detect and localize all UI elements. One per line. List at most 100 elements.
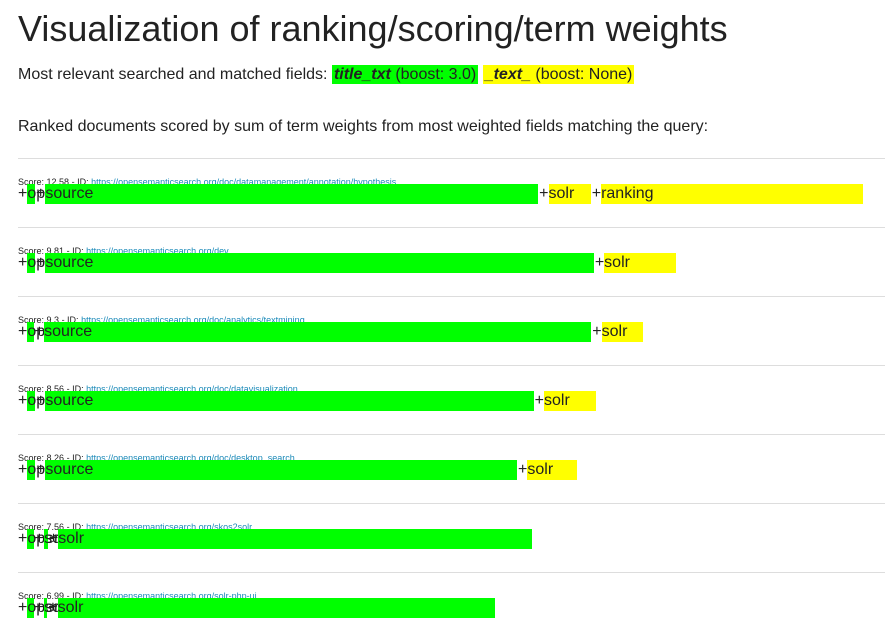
fields-line: Most relevant searched and matched field… [18,65,885,84]
document-link[interactable]: https://opensemanticsearch.org/dev [86,246,229,256]
plus-sign: + [534,392,545,409]
terms: +open+source+solr [18,598,885,618]
plus-sign: + [48,530,59,547]
document-link[interactable]: https://opensemanticsearch.org/skos2solr [86,522,253,532]
field-name: _text_ [484,66,531,83]
score-label: Score: [18,453,45,463]
field-list: title_txt (boost: 3.0) _text_ (boost: No… [331,65,635,84]
plus-sign: + [18,185,28,202]
term-weight-bar: solr [548,184,591,204]
terms: +open+source+solr [18,391,885,411]
plus-sign: + [36,461,46,478]
term-weight-bar: solr [527,460,577,480]
score: 8.26 [46,453,65,463]
plus-sign: + [18,323,28,340]
term-weight-bar: open [27,529,63,549]
id-label: - ID: [61,315,79,325]
term-weight-bar: solr [604,253,676,273]
field-chip: title_txt (boost: 3.0) [331,65,479,84]
document-meta: Score: 9.3 - ID: https://opensemanticsea… [18,315,885,325]
id-label: - ID: [66,522,84,532]
document-meta: Score: 6.99 - ID: https://opensemanticse… [18,591,885,601]
document-link[interactable]: https://opensemanticsearch.org/doc/datam… [91,177,397,187]
plus-sign: + [36,185,46,202]
score-label: Score: [18,315,45,325]
document: Score: 7.56 - ID: https://opensemanticse… [18,503,885,572]
terms: +open+source+solr [18,460,885,480]
score-label: Score: [18,384,45,394]
plus-sign: + [18,530,28,547]
term-weight-bar: open [27,184,63,204]
document: Score: 9.3 - ID: https://opensemanticsea… [18,296,885,365]
score: 9.3 [46,315,60,325]
plus-sign: + [591,185,602,202]
plus-sign: + [18,599,28,616]
term-weight-bar: source [45,253,594,273]
id-label: - ID: [66,453,84,463]
id-label: - ID: [66,246,84,256]
document: Score: 12.58 - ID: https://opensemantics… [18,158,885,227]
plus-sign: + [48,599,58,616]
score: 9.81 [46,246,65,256]
term-weight-bar: ranking [601,184,864,204]
field-boost: (boost: None) [535,66,633,83]
term-weight-bar: source [44,598,92,618]
document: Score: 8.56 - ID: https://opensemanticse… [18,365,885,434]
plus-sign: + [18,461,28,478]
document: Score: 9.81 - ID: https://opensemanticse… [18,227,885,296]
document-link[interactable]: https://opensemanticsearch.org/solr-php-… [86,591,257,601]
document: Score: 8.26 - ID: https://opensemanticse… [18,434,885,503]
plus-sign: + [36,392,46,409]
score: 12.58 [46,177,70,187]
fields-label: Most relevant searched and matched field… [18,66,328,83]
plus-sign: + [34,530,45,547]
term-weight-bar: source [45,391,534,411]
page: Visualization of ranking/scoring/term we… [0,8,885,639]
term-weight-bar: solr [601,322,644,342]
term-weight-bar: source [44,322,592,342]
plus-sign: + [539,185,549,202]
plus-sign: + [34,599,45,616]
content: Visualization of ranking/scoring/term we… [0,8,885,639]
term-weight-bar: solr [58,529,532,549]
plus-sign: + [18,254,28,271]
score-label: Score: [18,522,45,532]
document-meta: Score: 8.56 - ID: https://opensemanticse… [18,384,885,394]
field-chip: _text_ (boost: None) [482,65,635,84]
term-weight-bar: source [44,529,92,549]
document-meta: Score: 7.56 - ID: https://opensemanticse… [18,522,885,532]
document-list: Score: 12.58 - ID: https://opensemantics… [18,158,885,639]
score: 8.56 [46,384,65,394]
document-meta: Score: 8.26 - ID: https://opensemanticse… [18,453,885,463]
term-weight-bar: source [45,460,518,480]
term-weight-bar: source [45,184,539,204]
score-label: Score: [18,246,45,256]
id-label: - ID: [66,591,84,601]
terms: +open+source+solr [18,322,885,342]
terms: +open+source+solr+ranking [18,184,885,204]
id-label: - ID: [66,384,84,394]
plus-sign: + [34,323,45,340]
plus-sign: + [18,392,28,409]
field-name: title_txt [333,66,391,83]
plus-sign: + [518,461,528,478]
term-weight-bar: open [27,322,63,342]
document-link[interactable]: https://opensemanticsearch.org/doc/datav… [86,384,298,394]
id-label: - ID: [71,177,89,187]
term-weight-bar: open [27,391,63,411]
terms: +open+source+solr [18,253,885,273]
plus-sign: + [594,254,605,271]
score: 6.99 [46,591,65,601]
terms: +open+source+solr [18,529,885,549]
document-meta: Score: 12.58 - ID: https://opensemantics… [18,177,885,187]
term-weight-bar: open [27,253,63,273]
description: Ranked documents scored by sum of term w… [18,118,709,135]
page-title: Visualization of ranking/scoring/term we… [18,8,728,49]
plus-sign: + [36,254,46,271]
term-weight-bar: solr [57,598,496,618]
term-weight-bar: solr [544,391,596,411]
plus-sign: + [592,323,602,340]
document-link[interactable]: https://opensemanticsearch.org/doc/deskt… [86,453,295,463]
document-link[interactable]: https://opensemanticsearch.org/doc/analy… [81,315,305,325]
score: 7.56 [46,522,65,532]
